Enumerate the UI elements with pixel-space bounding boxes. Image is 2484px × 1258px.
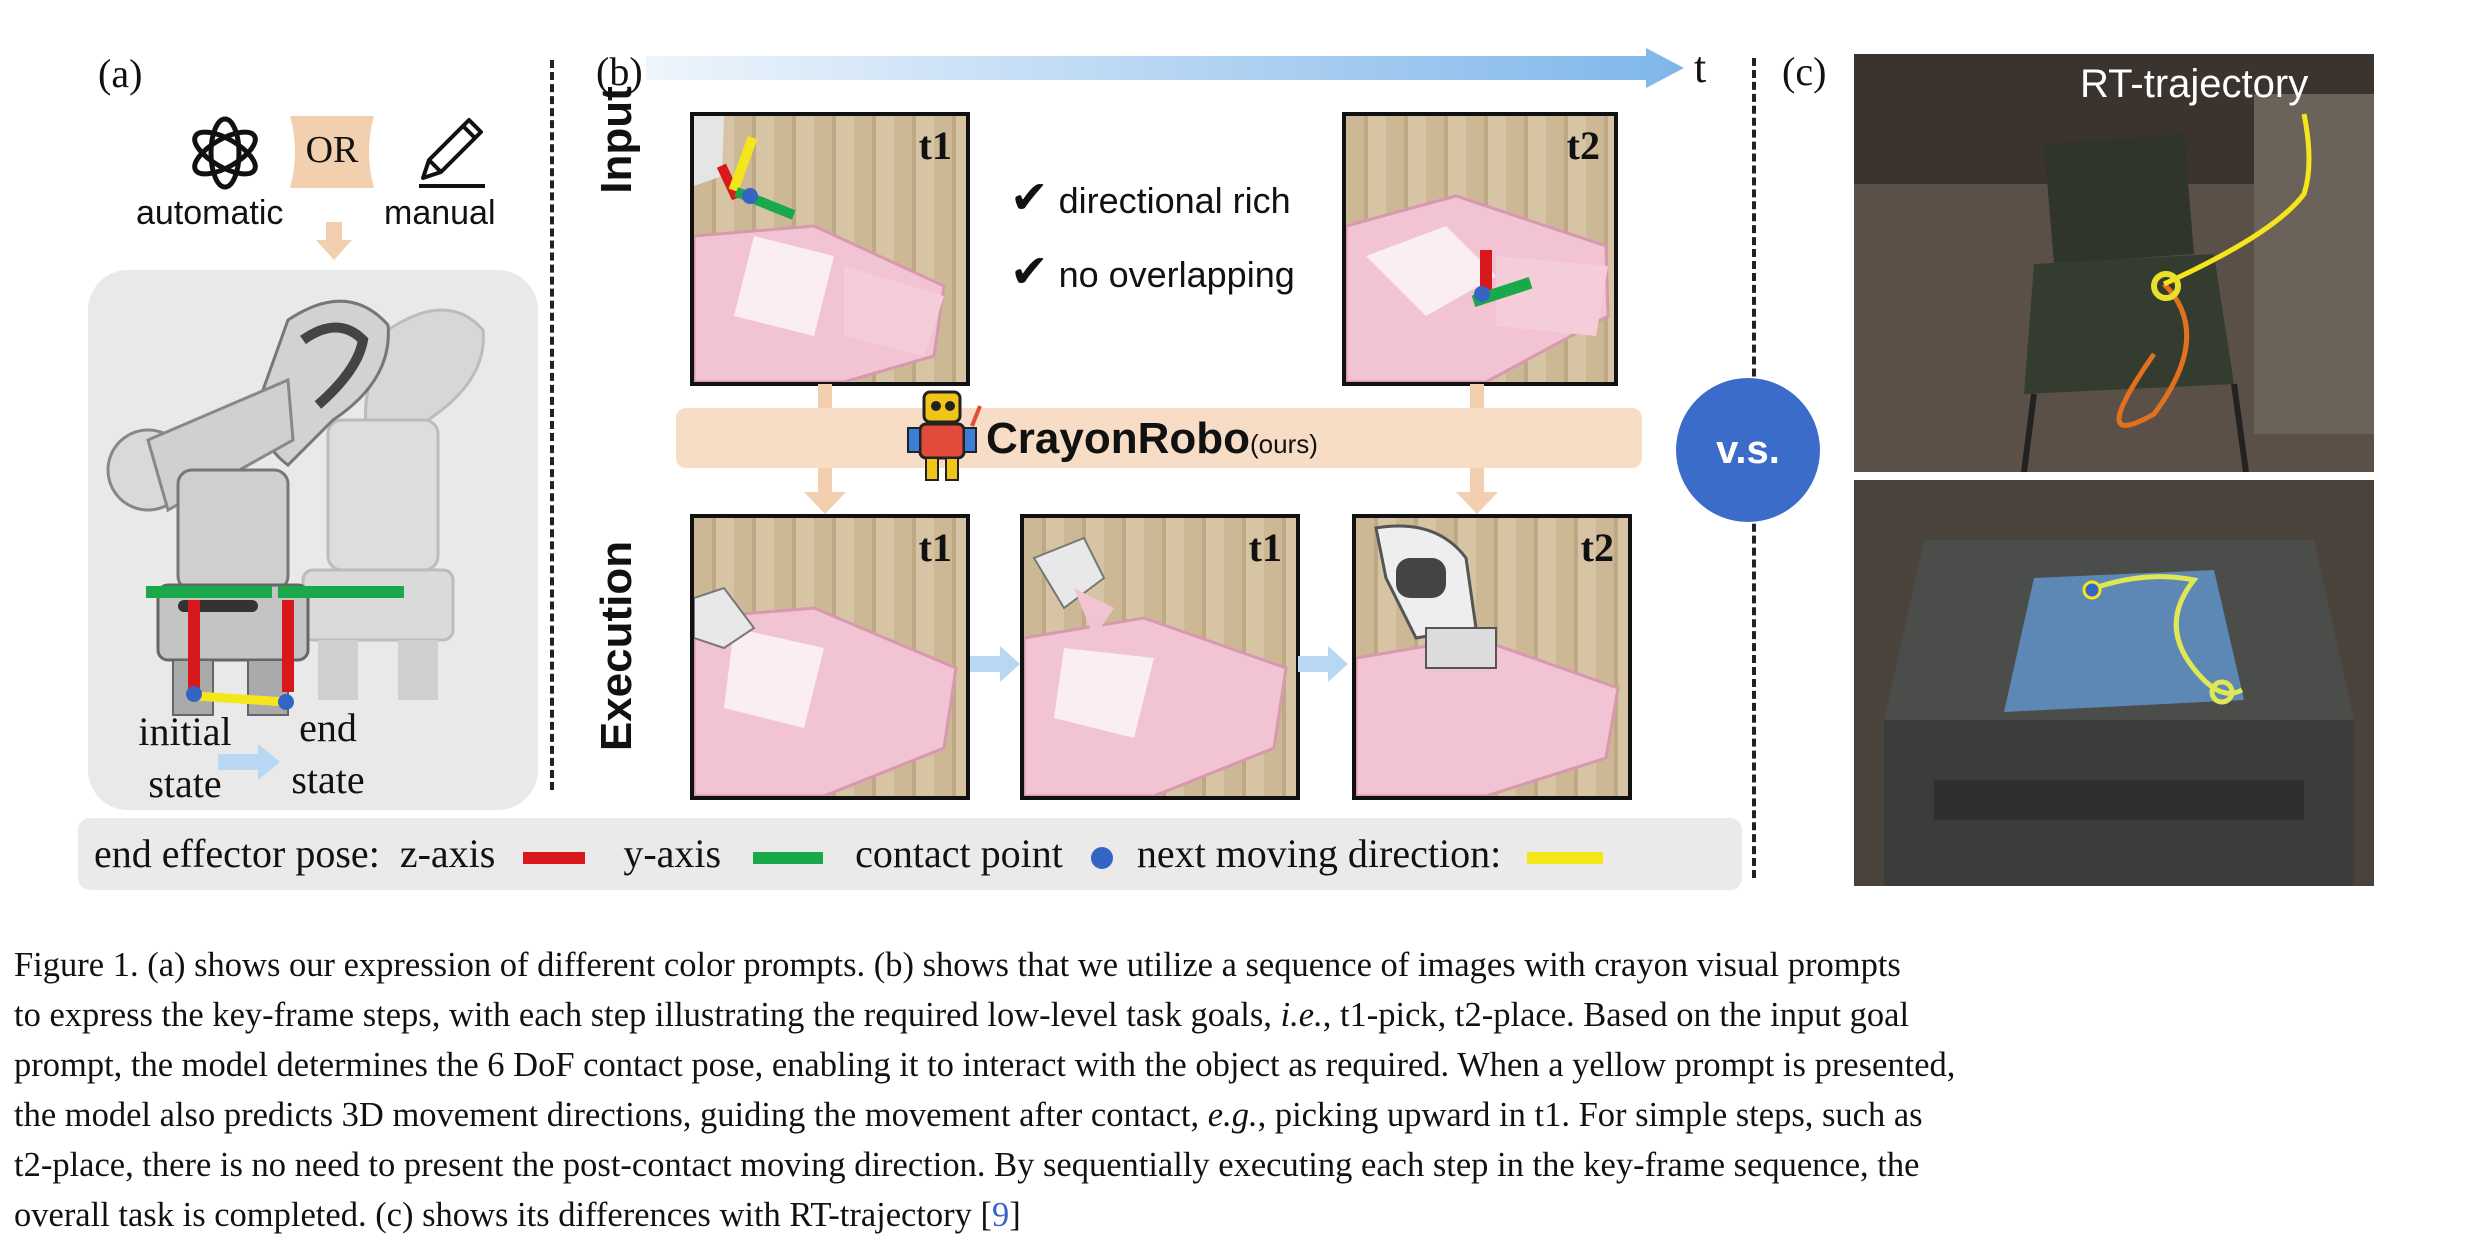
input-t1-tag: t1 [918, 123, 952, 168]
end-state-label: end state [268, 702, 388, 806]
caption-line-3: prompt, the model determines the 6 DoF c… [14, 1040, 2454, 1090]
initial-state-label: initial state [110, 706, 260, 810]
pencil-icon [419, 118, 485, 188]
method-suffix: (ours) [1250, 429, 1318, 459]
input-row-label: Input [592, 86, 641, 194]
execution-row-label: Execution [592, 540, 641, 752]
check-item-2-label: no overlapping [1058, 254, 1295, 295]
caption-line-1: Figure 1. (a) shows our expression of di… [14, 940, 2454, 990]
exec-step-arrow-1-icon [970, 646, 1020, 682]
exec-photo-1: t1 [690, 514, 970, 800]
automatic-label: automatic [136, 194, 284, 232]
or-label: OR [305, 129, 359, 171]
caption-line-5: t2-place, there is no need to present th… [14, 1140, 2454, 1190]
state-arrow-icon [218, 744, 280, 780]
legend-prefix: end effector pose: [94, 831, 380, 876]
check-item-2: ✔ no overlapping [1010, 244, 1295, 298]
exec-arrow-t2-icon [1456, 468, 1498, 514]
down-arrow-icon [316, 222, 352, 260]
initial-state-line1: initial [138, 709, 232, 754]
end-state-line1: end [299, 705, 357, 750]
legend-direction-label: next moving direction: [1136, 831, 1502, 876]
openai-logo-icon [192, 116, 258, 190]
legend-y-axis-label: y-axis [623, 831, 722, 876]
caption-line-2-a: to express the key-frame steps, with eac… [14, 996, 1281, 1034]
separator-a-b [550, 60, 554, 790]
legend-contact-label: contact point [855, 831, 1063, 876]
input-photo-t1: t1 [690, 112, 970, 386]
caption-eg: e.g. [1207, 1096, 1258, 1134]
manual-label: manual [384, 194, 496, 232]
exec-3-tag: t2 [1580, 525, 1614, 570]
caption-line-6: overall task is completed. (c) shows its… [14, 1190, 2454, 1240]
end-state-line2: state [291, 757, 365, 802]
crayon-robot-icon [907, 390, 982, 481]
caption-line-1-text: Figure 1. (a) shows our expression of di… [14, 946, 1901, 984]
citation-link[interactable]: 9 [992, 1196, 1010, 1234]
exec-1-tag: t1 [918, 525, 952, 570]
caption-line-4-a: the model also predicts 3D movement dire… [14, 1096, 1208, 1134]
exec-step-arrow-2-icon [1298, 646, 1348, 682]
vs-badge: v.s. [1676, 378, 1820, 522]
legend: end effector pose: z-axis y-axis contact… [94, 826, 1604, 882]
method-name-text: CrayonRobo [986, 414, 1250, 463]
check-icon: ✔ [1010, 171, 1049, 223]
caption-line-2: to express the key-frame steps, with eac… [14, 990, 2454, 1040]
panel-a-label: (a) [98, 51, 143, 96]
caption-line-6-b: ] [1009, 1196, 1021, 1234]
caption-line-3-text: prompt, the model determines the 6 DoF c… [14, 1046, 1956, 1084]
check-icon: ✔ [1010, 245, 1049, 297]
legend-bar [78, 818, 1742, 890]
or-badge-icon [290, 116, 374, 188]
legend-z-axis-label: z-axis [399, 831, 496, 876]
check-item-1-label: directional rich [1058, 180, 1291, 221]
caption-line-5-text: t2-place, there is no need to present th… [14, 1146, 1920, 1184]
rt-photo-towel [1854, 480, 2374, 886]
figure-caption: Figure 1. (a) shows our expression of di… [14, 940, 2454, 1240]
time-label: t [1694, 43, 1707, 92]
exec-2-tag: t1 [1248, 525, 1282, 570]
caption-line-4: the model also predicts 3D movement dire… [14, 1090, 2454, 1140]
legend-direction-swatch [1527, 851, 1604, 864]
caption-line-6-a: overall task is completed. (c) shows its… [14, 1196, 993, 1234]
caption-ie: i.e. [1280, 996, 1323, 1034]
panel-c-label: (c) [1782, 49, 1827, 94]
input-photo-t2: t2 [1342, 112, 1618, 386]
caption-line-4-b: , picking upward in t1. For simple steps… [1257, 1096, 1923, 1134]
connector-t2-top [1470, 384, 1484, 412]
exec-photo-2: t1 [1020, 514, 1300, 800]
legend-contact-swatch [1090, 846, 1113, 869]
method-name: CrayonRobo(ours) [986, 414, 1318, 464]
exec-arrow-t1-icon [804, 468, 846, 514]
connector-t1-top [818, 384, 832, 412]
rt-photo-chair [1854, 54, 2374, 472]
crayonrobo-bar [676, 408, 1642, 468]
legend-z-swatch [523, 851, 586, 864]
exec-photo-3: t2 [1352, 514, 1632, 800]
panel-b-label: (b) [596, 49, 643, 94]
robot-arm-illustration [106, 299, 485, 716]
check-item-1: ✔ directional rich [1010, 170, 1291, 224]
time-arrow [646, 48, 1684, 88]
legend-y-swatch [753, 851, 824, 864]
initial-state-line2: state [148, 761, 222, 806]
input-t2-tag: t2 [1566, 123, 1600, 168]
caption-line-2-b: , t1-pick, t2-place. Based on the input … [1322, 996, 1910, 1034]
rt-trajectory-label: RT-trajectory [2080, 62, 2309, 106]
